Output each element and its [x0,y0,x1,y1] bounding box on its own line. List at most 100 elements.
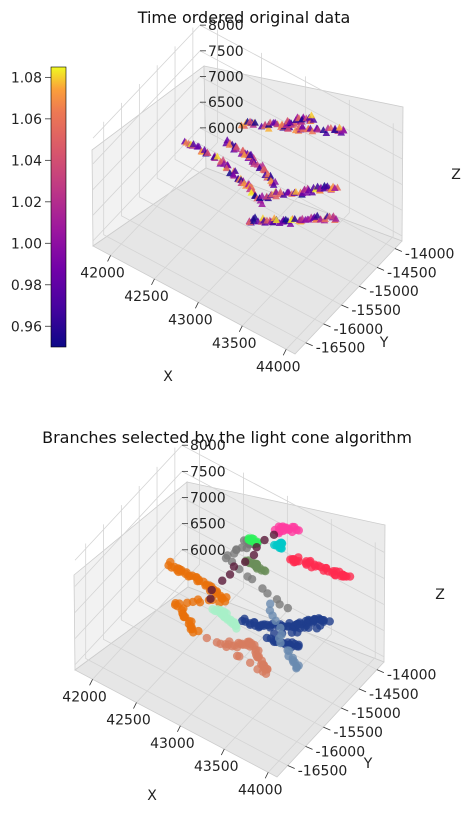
scatter-point [285,118,294,126]
y-tick-label: -14000 [405,247,455,263]
scatter-point [298,122,307,130]
scatter-point [313,211,322,219]
scatter-point [232,651,242,661]
scatter-point [345,572,355,581]
scatter-point [284,124,292,132]
z-axis-label-top: Z [451,167,461,183]
x-tick-label: 42500 [124,289,169,305]
x-tick-mark [133,702,137,709]
y-tick-mark [376,669,385,674]
scatter-point [271,616,280,626]
y-tick-mark [305,745,313,750]
x-tick-mark [151,278,155,286]
scatter-point [232,142,241,150]
x-tick-mark [195,302,199,309]
grid-line [224,519,332,750]
x-tick-label: 42000 [62,689,107,705]
scatter-point [331,126,339,133]
scatter-point [232,624,241,633]
grid-line [85,543,288,766]
scatter-point [252,543,261,552]
x-tick-mark [220,748,225,756]
scatter-points-top [180,111,348,227]
y-axis-label-top: Y [379,335,389,351]
y-tick-mark [341,707,349,712]
scatter-point [304,623,313,632]
scatter-point [272,192,280,200]
scatter-point [292,664,301,673]
scatter-point [240,614,249,624]
z-tick-label: 7500 [190,464,226,480]
scatter-point [260,566,269,575]
scatter-point [258,200,266,207]
scatter-point [276,638,285,648]
colorbar [50,66,67,348]
scatter-point [251,118,259,126]
y-tick-label: -16500 [298,764,348,780]
scatter-point [246,151,254,159]
grid-line [103,121,306,344]
scatter-point [229,170,238,178]
chart-title-top: Time ordered original data [137,8,351,27]
grid-bottom [74,444,385,773]
y-tick-mark [376,266,385,271]
z-tick-label: 8000 [208,18,244,34]
grid-top [92,24,403,350]
grid-line [267,542,376,773]
chart-title-bottom: Branches selected by the light cone algo… [42,428,412,447]
x-tick-mark [282,349,287,356]
x-tick-label: 42500 [106,713,151,729]
colorbar-ticks: 0.96 0.98 1.00 1.02 1.04 1.06 1.08 [11,70,51,335]
z-axis-label-bottom: Z [435,587,445,603]
scatter-point [286,219,295,227]
x-tick-label: 43000 [168,312,213,328]
y-tick-label: -15000 [351,706,401,722]
scatter-point [206,594,215,603]
y-tick-label: -16000 [316,744,366,760]
colorbar-tick-label: 1.02 [11,195,42,211]
scatter-point [237,176,245,183]
axis-ticks-top: 42000 42500 43000 43500 44000 -14000 -14500 -15… [80,18,454,375]
grid-line [285,123,394,350]
x-tick-mark [264,772,269,779]
scatter-point [325,617,334,626]
scatter-point [223,161,232,168]
scatter-point [308,127,317,135]
colorbar-tick-label: 1.06 [11,112,42,128]
scatter-point [247,574,257,584]
axis-ticks-bottom: 42000 42500 43000 43500 44000 -14000 -14500 -15… [62,438,436,798]
scatter-point [275,600,284,609]
scatter-point [188,628,198,637]
y-tick-mark [287,765,295,769]
y-tick-label: -16500 [316,341,366,357]
scatter-point [331,184,339,191]
x-tick-mark [107,255,111,262]
y-tick-label: -14500 [369,687,419,703]
y-tick-label: -14000 [387,668,437,684]
scatter-point [264,124,273,132]
y-tick-label: -15500 [333,725,383,741]
colorbar-tick-label: 0.98 [11,278,42,294]
scatter-point [202,633,212,643]
grid-line [174,46,378,268]
x-tick-label: 44000 [256,359,301,375]
x-tick-label: 43500 [194,759,239,775]
scatter-point [212,638,222,647]
y-tick-label: -14500 [387,265,437,281]
scatter-point [195,142,203,150]
scatter-point [247,188,256,196]
scatter-point [273,120,281,128]
z-tick-label: 8000 [190,438,226,454]
scatter-point [249,550,259,560]
grid-line [138,486,342,709]
colorbar-tick-label: 0.96 [11,319,42,335]
grid-line [92,449,200,680]
scatter-point [237,121,246,129]
scatter-point [240,557,250,567]
x-tick-label: 43500 [212,336,257,352]
scatter-point [215,598,224,608]
x-tick-mark [238,325,243,333]
scatter-point [268,190,276,198]
scatter-point [258,191,266,199]
